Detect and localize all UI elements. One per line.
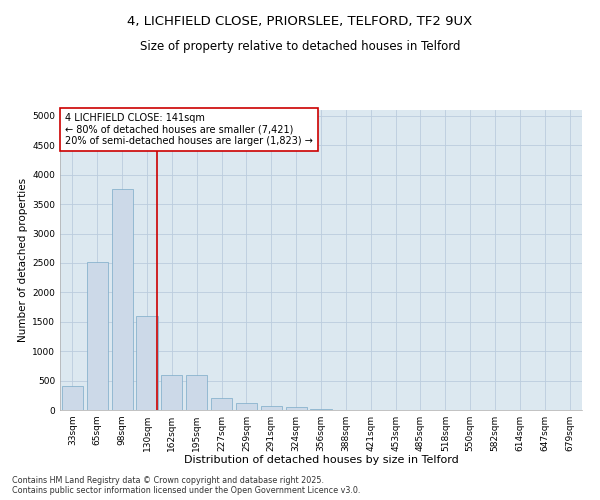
Text: Size of property relative to detached houses in Telford: Size of property relative to detached ho… — [140, 40, 460, 53]
Bar — [161, 374, 182, 410]
X-axis label: Distribution of detached houses by size in Telford: Distribution of detached houses by size … — [184, 456, 458, 466]
Bar — [112, 189, 133, 410]
Bar — [286, 407, 307, 410]
Bar — [211, 398, 232, 410]
Bar — [236, 403, 257, 410]
Text: 4, LICHFIELD CLOSE, PRIORSLEE, TELFORD, TF2 9UX: 4, LICHFIELD CLOSE, PRIORSLEE, TELFORD, … — [127, 15, 473, 28]
Text: Contains HM Land Registry data © Crown copyright and database right 2025.
Contai: Contains HM Land Registry data © Crown c… — [12, 476, 361, 495]
Y-axis label: Number of detached properties: Number of detached properties — [18, 178, 28, 342]
Bar — [136, 316, 158, 410]
Bar — [261, 406, 282, 410]
Bar — [87, 262, 108, 410]
Text: 4 LICHFIELD CLOSE: 141sqm
← 80% of detached houses are smaller (7,421)
20% of se: 4 LICHFIELD CLOSE: 141sqm ← 80% of detac… — [65, 113, 313, 146]
Bar — [62, 386, 83, 410]
Bar — [186, 376, 207, 410]
